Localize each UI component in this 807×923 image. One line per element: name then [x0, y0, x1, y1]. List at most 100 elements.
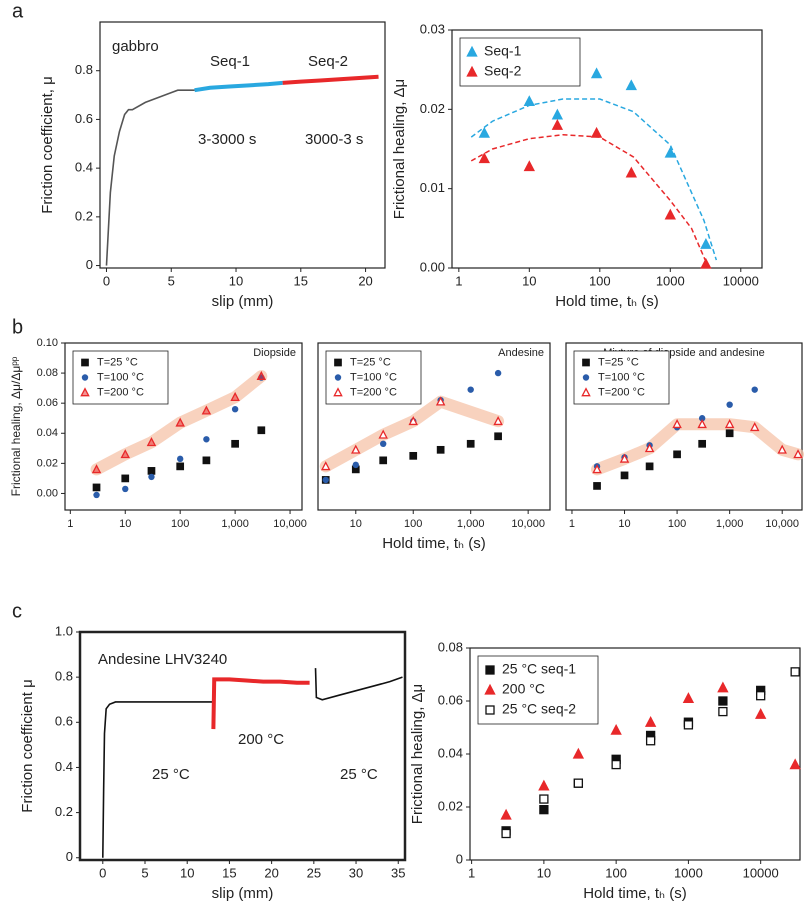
x-tick-label: 10: [522, 273, 536, 288]
marker: [175, 417, 185, 427]
marker: [485, 665, 495, 675]
marker: [551, 118, 564, 130]
marker: [501, 828, 511, 839]
line-series: [470, 98, 718, 261]
marker: [322, 476, 329, 484]
marker: [664, 208, 676, 220]
x-tick-label: 1: [468, 865, 475, 880]
panel-label: a: [12, 0, 24, 22]
x-tick-label: 10000: [723, 273, 759, 288]
y-tick-label: 0.04: [37, 427, 58, 439]
line-series: [194, 80, 283, 93]
marker: [466, 65, 478, 77]
legend-label: 25 °C seq-1: [502, 661, 576, 677]
x-tick-label: 10,000: [511, 518, 545, 530]
legend-label: T=200 °C: [350, 386, 397, 398]
x-axis-label: slip (mm): [212, 293, 274, 310]
marker: [146, 437, 157, 447]
marker: [593, 482, 601, 490]
y-tick-label: 0.08: [438, 639, 463, 654]
x-tick-label: 1,000: [221, 518, 249, 530]
marker: [725, 429, 734, 438]
y-tick-label: 0.03: [420, 21, 445, 36]
marker: [231, 439, 239, 448]
line-series: [314, 668, 403, 701]
x-tick-label: 100: [605, 865, 627, 880]
y-tick-label: 0.00: [420, 259, 445, 274]
marker: [645, 736, 656, 746]
legend-label: Seq-1: [484, 43, 522, 59]
y-tick-label: 1.0: [55, 623, 73, 638]
plot-frame: [565, 342, 803, 511]
y-tick-label: 0.02: [438, 798, 463, 813]
y-tick-label: 0.4: [55, 759, 73, 774]
x-tick-label: 15: [294, 273, 308, 288]
x-tick-label: 10: [229, 273, 243, 288]
marker: [683, 720, 694, 730]
marker: [724, 419, 735, 429]
x-tick-label: 30: [349, 865, 363, 880]
marker: [435, 396, 446, 406]
marker: [81, 374, 89, 381]
panel-label: c: [12, 600, 22, 622]
x-tick-label: 10: [119, 518, 131, 530]
marker: [611, 759, 621, 770]
marker: [176, 455, 184, 463]
x-axis-label: slip (mm): [212, 885, 274, 902]
marker: [148, 473, 155, 481]
marker: [91, 464, 102, 474]
marker: [379, 440, 387, 448]
x-tick-label: 10,000: [273, 518, 307, 530]
y-tick-label: 0.10: [37, 337, 58, 349]
marker: [673, 450, 681, 459]
legend-label: T=100 °C: [97, 371, 144, 383]
marker: [121, 474, 130, 483]
line-series: [105, 89, 195, 266]
marker: [620, 471, 629, 480]
marker: [590, 126, 603, 138]
annotation: Andesine LHV3240: [98, 651, 227, 668]
y-tick-label: 0.04: [438, 745, 463, 760]
annotation: gabbro: [112, 38, 159, 55]
marker: [122, 485, 129, 493]
annotation: 200 °C: [238, 731, 284, 748]
legend-label: T=25 °C: [350, 356, 391, 368]
marker: [81, 358, 89, 367]
marker: [717, 681, 729, 693]
marker: [590, 67, 603, 79]
x-tick-label: 1000: [674, 865, 703, 880]
marker: [334, 374, 342, 381]
y-tick-label: 0.02: [37, 457, 58, 469]
marker: [756, 691, 766, 701]
plot-frame: [317, 342, 551, 511]
y-tick-label: 0.06: [438, 692, 463, 707]
x-tick-label: 1: [569, 518, 575, 530]
marker: [147, 467, 156, 475]
marker: [92, 483, 101, 492]
marker: [644, 715, 657, 727]
y-axis-label: Friction coefficient, μ: [39, 76, 56, 214]
x-tick-label: 100: [589, 273, 611, 288]
x-tick-label: 0: [99, 865, 106, 880]
legend-label: T=200 °C: [97, 386, 144, 398]
x-tick-label: 1,000: [457, 518, 485, 530]
legend-label: T=200 °C: [598, 386, 645, 398]
marker: [409, 451, 418, 460]
panel-label: b: [12, 316, 23, 338]
marker: [619, 453, 630, 463]
y-axis-label: Frictional healing, Δμ/Δμᵖᵖ: [9, 356, 23, 496]
x-axis-label: Hold time, tₕ (s): [382, 535, 486, 552]
legend-label: 25 °C seq-2: [502, 701, 576, 717]
y-tick-label: 0.06: [37, 397, 58, 409]
marker: [436, 445, 445, 454]
marker: [256, 370, 267, 380]
line-series: [211, 677, 310, 730]
y-axis-label: Frictional healing, Δμ: [391, 79, 408, 219]
x-tick-label: 10: [618, 518, 630, 530]
x-tick-label: 20: [358, 273, 372, 288]
y-tick-label: 0: [66, 849, 73, 864]
x-tick-label: 25: [307, 865, 321, 880]
annotation: 3-3000 s: [198, 131, 256, 148]
plot-frame: [99, 21, 386, 269]
marker: [478, 126, 491, 138]
